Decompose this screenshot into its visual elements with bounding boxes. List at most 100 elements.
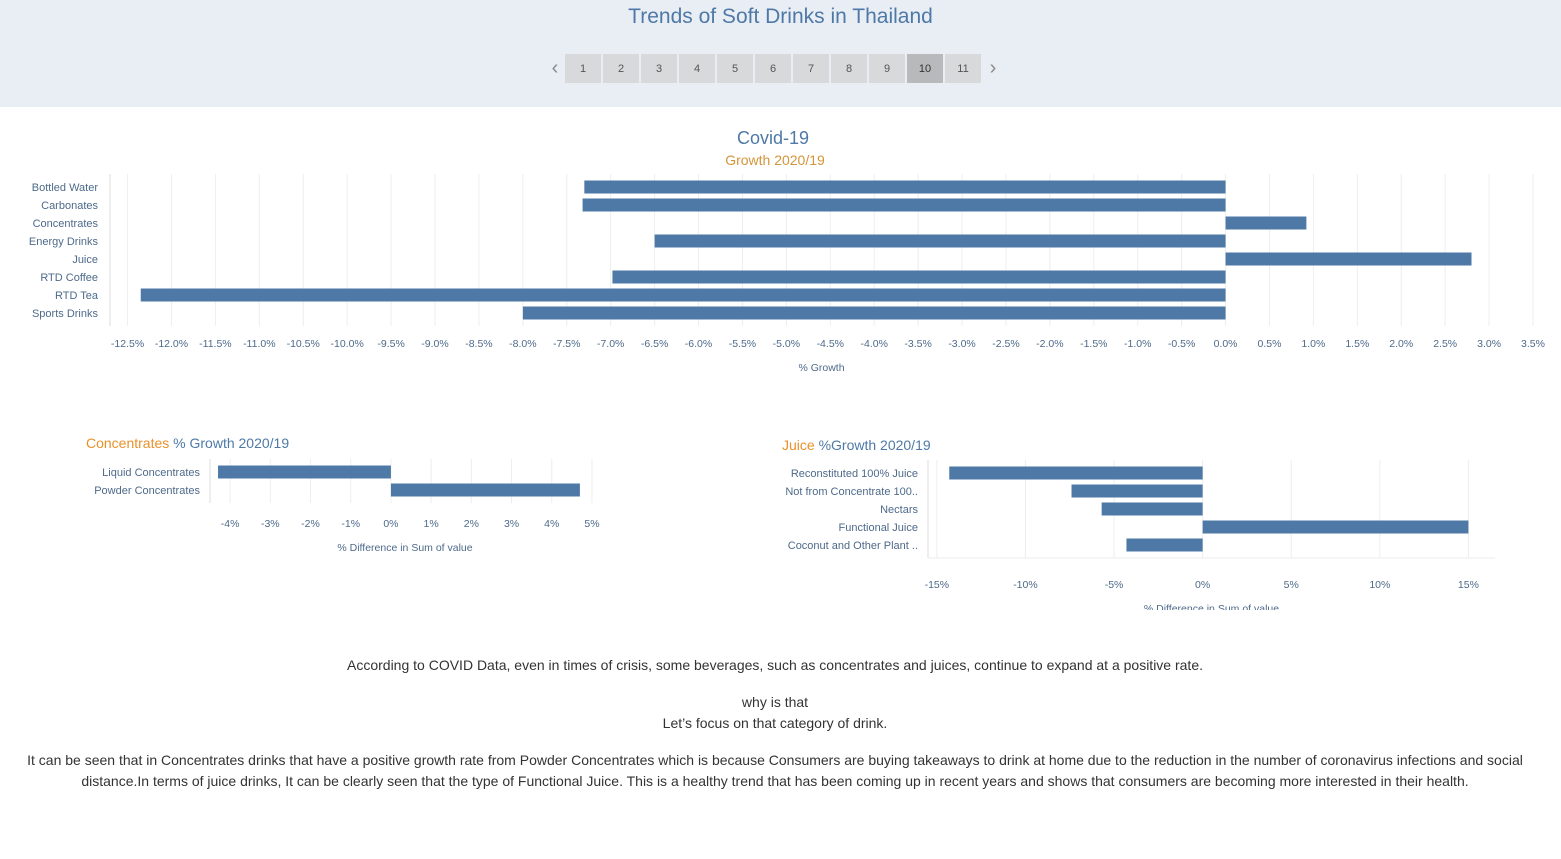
tick-label: -9.5% — [377, 338, 404, 350]
bar[interactable] — [584, 180, 1226, 194]
tick-label: -4.0% — [860, 338, 887, 350]
category-label: Juice — [72, 254, 98, 266]
tick-label: 2.5% — [1433, 338, 1457, 350]
category-label: RTD Tea — [55, 290, 99, 302]
tick-label: -11.0% — [243, 338, 276, 350]
category-label: Energy Drinks — [29, 236, 99, 248]
tick-label: -2.5% — [992, 338, 1019, 350]
tick-label: -12.0% — [155, 338, 188, 350]
tick-label: -0.5% — [1168, 338, 1195, 350]
tick-label: 5% — [584, 518, 599, 530]
tick-label: -2.0% — [1036, 338, 1063, 350]
category-label: Functional Juice — [839, 522, 919, 534]
story-pager: ‹ 1 2 3 4 5 6 7 8 9 10 11 › — [545, 54, 1003, 83]
tick-label: 2.0% — [1389, 338, 1413, 350]
category-label: Sports Drinks — [32, 308, 99, 320]
page-button-11[interactable]: 11 — [945, 54, 981, 83]
title-highlight: Concentrates — [86, 435, 169, 451]
tick-label: 10% — [1369, 579, 1390, 591]
page-title: Trends of Soft Drinks in Thailand — [628, 5, 933, 28]
category-label: Carbonates — [41, 200, 98, 212]
tick-label: 3.0% — [1477, 338, 1501, 350]
bar[interactable] — [522, 306, 1226, 320]
tick-label: -10.5% — [287, 338, 320, 350]
page-button-6[interactable]: 6 — [755, 54, 791, 83]
tick-label: -1% — [341, 518, 360, 530]
tick-label: -5% — [1105, 579, 1124, 591]
chevron-right-icon[interactable]: › — [989, 57, 997, 79]
bar[interactable] — [1225, 216, 1307, 230]
page-button-3[interactable]: 3 — [641, 54, 677, 83]
tick-label: 1.5% — [1345, 338, 1369, 350]
paragraph-question: why is that — [741, 694, 809, 710]
bar[interactable] — [140, 288, 1226, 302]
category-label: Powder Concentrates — [94, 485, 200, 497]
page-button-4[interactable]: 4 — [679, 54, 715, 83]
tick-label: -3.0% — [948, 338, 975, 350]
tick-label: 0.5% — [1258, 338, 1282, 350]
juice-chart-title: Juice %Growth 2020/19 — [782, 437, 931, 453]
page-button-2[interactable]: 2 — [603, 54, 639, 83]
bar[interactable] — [1225, 252, 1472, 266]
bar[interactable] — [1202, 520, 1469, 534]
category-label: Not from Concentrate 100.. — [785, 486, 918, 498]
bar[interactable] — [1071, 484, 1203, 498]
tick-label: 0% — [383, 518, 398, 530]
tick-label: -7.5% — [553, 338, 580, 350]
bar[interactable] — [612, 270, 1226, 284]
category-label: Reconstituted 100% Juice — [791, 468, 918, 480]
bar[interactable] — [1101, 502, 1203, 516]
tick-label: -11.5% — [199, 338, 232, 350]
page-button-10[interactable]: 10 — [907, 54, 943, 83]
tick-label: 3% — [504, 518, 519, 530]
page-button-9[interactable]: 9 — [869, 54, 905, 83]
tick-label: -2% — [301, 518, 320, 530]
tick-label: -12.5% — [111, 338, 144, 350]
chart-title: Covid-19 — [737, 128, 809, 148]
paragraph-analysis: It can be seen that in Concentrates drin… — [27, 752, 1523, 789]
paragraph-focus: Let’s focus on that category of drink. — [662, 715, 888, 731]
tick-label: 1.0% — [1301, 338, 1325, 350]
tick-label: -7.0% — [597, 338, 624, 350]
x-axis-title: % Difference in Sum of value — [337, 542, 472, 554]
bar[interactable] — [218, 465, 391, 479]
concentrates-growth-chart: Concentrates % Growth 2020/19 Liquid Conc… — [86, 435, 600, 554]
tick-label: -1.0% — [1124, 338, 1151, 350]
page-button-1[interactable]: 1 — [565, 54, 601, 83]
tick-label: -5.5% — [729, 338, 756, 350]
page-button-5[interactable]: 5 — [717, 54, 753, 83]
tick-label: -1.5% — [1080, 338, 1107, 350]
category-label: Bottled Water — [32, 182, 99, 194]
tick-label: 0.0% — [1214, 338, 1238, 350]
tick-label: -6.0% — [685, 338, 712, 350]
tick-label: -10.0% — [331, 338, 364, 350]
tick-label: -9.0% — [421, 338, 448, 350]
category-label: Concentrates — [33, 218, 99, 230]
page-button-7[interactable]: 7 — [793, 54, 829, 83]
tick-label: -4% — [221, 518, 240, 530]
category-label: Liquid Concentrates — [102, 467, 200, 479]
paragraph-intro: According to COVID Data, even in times o… — [347, 657, 1203, 673]
juice-growth-chart: Juice %Growth 2020/19 Reconstituted 100% … — [782, 437, 1495, 610]
tick-label: 4% — [544, 518, 559, 530]
bar[interactable] — [1126, 538, 1203, 552]
bar[interactable] — [654, 234, 1226, 248]
tick-label: 0% — [1195, 579, 1210, 591]
bar[interactable] — [582, 198, 1226, 212]
category-label: RTD Coffee — [40, 272, 98, 284]
bar[interactable] — [949, 466, 1203, 480]
tick-label: 1% — [424, 518, 439, 530]
category-label: Coconut and Other Plant .. — [788, 540, 918, 552]
page-button-8[interactable]: 8 — [831, 54, 867, 83]
chart-subtitle: Growth 2020/19 — [725, 152, 825, 168]
tick-label: 2% — [464, 518, 479, 530]
chevron-left-icon[interactable]: ‹ — [551, 57, 559, 79]
bar[interactable] — [390, 483, 580, 497]
covid-growth-chart: Covid-19 Growth 2020/19 Bottled Water Carbo… — [29, 128, 1545, 374]
tick-label: -6.5% — [641, 338, 668, 350]
tick-label: -10% — [1013, 579, 1038, 591]
tick-label: -4.5% — [817, 338, 844, 350]
x-axis-title: % Difference in Sum of value — [1144, 603, 1279, 610]
title-rest: %Growth 2020/19 — [815, 437, 931, 453]
tick-label: -8.5% — [465, 338, 492, 350]
